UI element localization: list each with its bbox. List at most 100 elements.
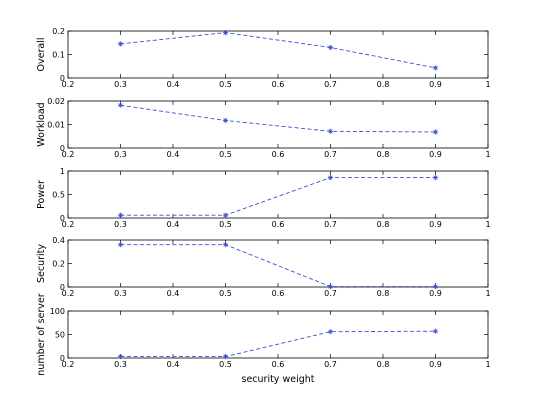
data-point [327,44,334,51]
x-tick-label: 0.9 [429,289,442,298]
axes-frame [67,310,489,359]
y-tick-label: 1 [60,167,65,176]
x-tick-label: 0.9 [429,80,442,89]
x-tick-label: 1 [485,360,490,369]
x-tick-label: 0.4 [167,150,180,159]
x-tick-label: 0.3 [114,80,127,89]
x-tick-label: 0.3 [114,220,127,229]
y-tick-label: 100 [50,307,65,316]
x-tick-label: 0.6 [272,289,285,298]
x-axis-label: security weight [242,374,315,385]
x-tick-label: 0.5 [219,150,232,159]
axes-frame [67,100,489,149]
x-tick-label: 0.6 [272,220,285,229]
subplot-stack: 0.2 0.3 0.4 0.5 0.6 0.7 0.8 0.9 100.10.2Overall0… [36,27,491,376]
x-tick-label: 1 [485,150,490,159]
x-tick-label: 0.4 [167,360,180,369]
y-tick-label: 0.02 [47,97,65,106]
data-point [432,175,439,181]
data-point [222,117,229,124]
x-tick-label: 0.6 [272,360,285,369]
x-tick-label: 0.5 [219,360,232,369]
x-tick-label: 0.6 [272,80,285,89]
data-point [327,284,334,290]
x-tick-label: 0.8 [377,289,390,298]
y-tick-label: 0.2 [52,27,65,36]
y-tick-label: 0 [60,354,65,363]
axes-frame [67,170,489,219]
data-point [432,65,439,71]
y-tick-label: 0 [60,144,65,153]
x-tick-label: 0.5 [219,220,232,229]
x-tick-label: 0.7 [324,360,337,369]
axes-frame [67,30,489,79]
series-line [120,177,436,216]
x-tick-label: 1 [485,80,490,89]
series-line [120,244,436,288]
y-tick-label: 0.4 [52,236,65,245]
x-tick-label: 0.3 [114,360,127,369]
series-line [120,104,436,133]
x-tick-label: 0.7 [324,150,337,159]
x-tick-label: 0.7 [324,289,337,298]
x-tick-label: 0.4 [167,220,180,229]
x-tick-label: 0.3 [114,150,127,159]
x-tick-label: 0.4 [167,289,180,298]
x-tick-label: 0.5 [219,289,232,298]
data-point [117,354,124,360]
subplot-2: 0.2 0.3 0.4 0.5 0.6 0.7 0.8 0.9 1 0 0.01 0.02Worklo… [36,97,491,159]
y-tick-label: 0.2 [52,260,65,269]
x-tick-label: 0.8 [377,360,390,369]
y-axis-label: number of server [36,293,47,375]
y-tick-label: 0 [60,74,65,83]
data-point [117,102,124,108]
x-tick-label: 0.2 [62,150,75,159]
x-tick-label: 0.8 [377,80,390,89]
y-axis-label: Workload [36,102,47,146]
x-tick-label: 0.9 [429,150,442,159]
x-tick-label: 1 [485,220,490,229]
y-tick-label: 0 [60,283,65,292]
data-point [222,212,229,218]
data-point [222,29,229,36]
x-tick-label: 0.9 [429,360,442,369]
x-tick-label: 0.2 [62,80,75,89]
x-tick-label: 1 [485,289,490,298]
y-tick-label: 0.5 [52,191,65,200]
x-tick-label: 0.7 [324,220,337,229]
axes-frame [67,239,489,288]
data-point [117,41,124,47]
x-tick-label: 0.9 [429,220,442,229]
x-tick-label: 0.6 [272,150,285,159]
x-tick-label: 0.8 [377,220,390,229]
x-tick-label: 0.3 [114,289,127,298]
y-tick-label: 50 [55,331,65,340]
x-tick-label: 0.2 [62,289,75,298]
x-tick-label: 0.4 [167,80,180,89]
data-point [432,129,439,135]
x-tick-label: 0.7 [324,80,337,89]
data-point [222,242,229,248]
y-tick-label: 0 [60,214,65,223]
data-point [432,284,439,290]
series-line [120,32,436,69]
data-point [432,328,439,334]
y-tick-label: 0.01 [47,121,65,130]
x-tick-label: 0.5 [219,80,232,89]
x-tick-label: 0.2 [62,360,75,369]
data-point [327,175,334,181]
data-point [327,128,334,134]
data-point [117,212,124,218]
data-point [327,329,334,335]
subplot-1: 0.2 0.3 0.4 0.5 0.6 0.7 0.8 0.9 1 0 0.1 0.2 Overall [36,27,491,89]
y-axis-label: Overall [36,38,47,72]
x-tick-label: 0.2 [62,220,75,229]
y-tick-label: 0.1 [52,51,65,60]
series-line [120,330,436,358]
data-point [117,242,124,248]
x-tick-label: 0.8 [377,150,390,159]
data-point [222,354,229,360]
